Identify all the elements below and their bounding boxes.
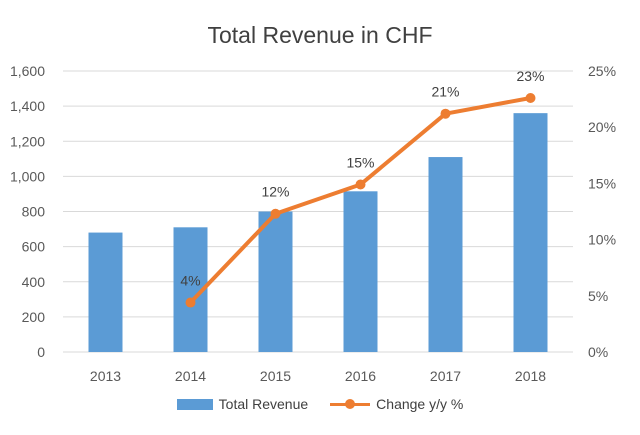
bar-total-revenue-2015 [258,211,293,352]
y-left-tick-label: 800 [22,204,46,220]
chart-title: Total Revenue in CHF [207,22,433,48]
y-left-tick-label: 0 [37,344,45,360]
x-tick-label: 2014 [175,368,206,384]
y-right-tick-label: 20% [588,119,616,135]
legend-label-change: Change y/y % [376,396,464,412]
point-change-2016 [355,179,366,190]
y-right-tick-label: 5% [588,288,608,304]
y-right-tick-label: 0% [588,344,608,360]
legend-swatch-bar [176,398,213,410]
y-left-tick-label: 200 [22,309,46,325]
legend-swatch-line [330,398,371,410]
x-tick-label: 2015 [260,368,291,384]
y-left-tick-label: 1,000 [10,168,45,184]
y-right-tick-label: 15% [588,175,616,191]
legend-item-total-revenue: Total Revenue [176,396,309,412]
point-change-2014 [185,297,196,308]
data-label-change-2016: 15% [346,155,374,171]
y-left-tick-label: 1,200 [10,133,45,149]
bar-total-revenue-2018 [513,113,548,353]
y-left-tick-label: 1,400 [10,98,45,114]
point-change-2018 [525,92,536,103]
data-label-change-2017: 21% [431,84,459,100]
legend: Total Revenue Change y/y % [0,396,640,412]
y-left-tick-label: 600 [22,239,46,255]
x-tick-label: 2018 [515,368,546,384]
bar-total-revenue-2016 [343,191,378,352]
legend-item-change: Change y/y % [330,396,463,412]
bar-total-revenue-2013 [88,232,123,352]
y-right-tick-label: 10% [588,232,616,248]
legend-label-total-revenue: Total Revenue [218,396,309,412]
y-right-tick-label: 25% [588,63,616,79]
x-tick-label: 2016 [345,368,376,384]
data-label-change-2014: 4% [180,273,200,289]
point-change-2015 [270,208,281,219]
point-change-2017 [440,108,451,119]
data-label-change-2018: 23% [516,68,544,84]
x-tick-label: 2017 [430,368,461,384]
y-left-tick-label: 400 [22,274,46,290]
data-label-change-2015: 12% [261,184,289,200]
x-tick-label: 2013 [90,368,121,384]
bar-total-revenue-2017 [428,157,463,352]
y-left-tick-label: 1,600 [10,63,45,79]
